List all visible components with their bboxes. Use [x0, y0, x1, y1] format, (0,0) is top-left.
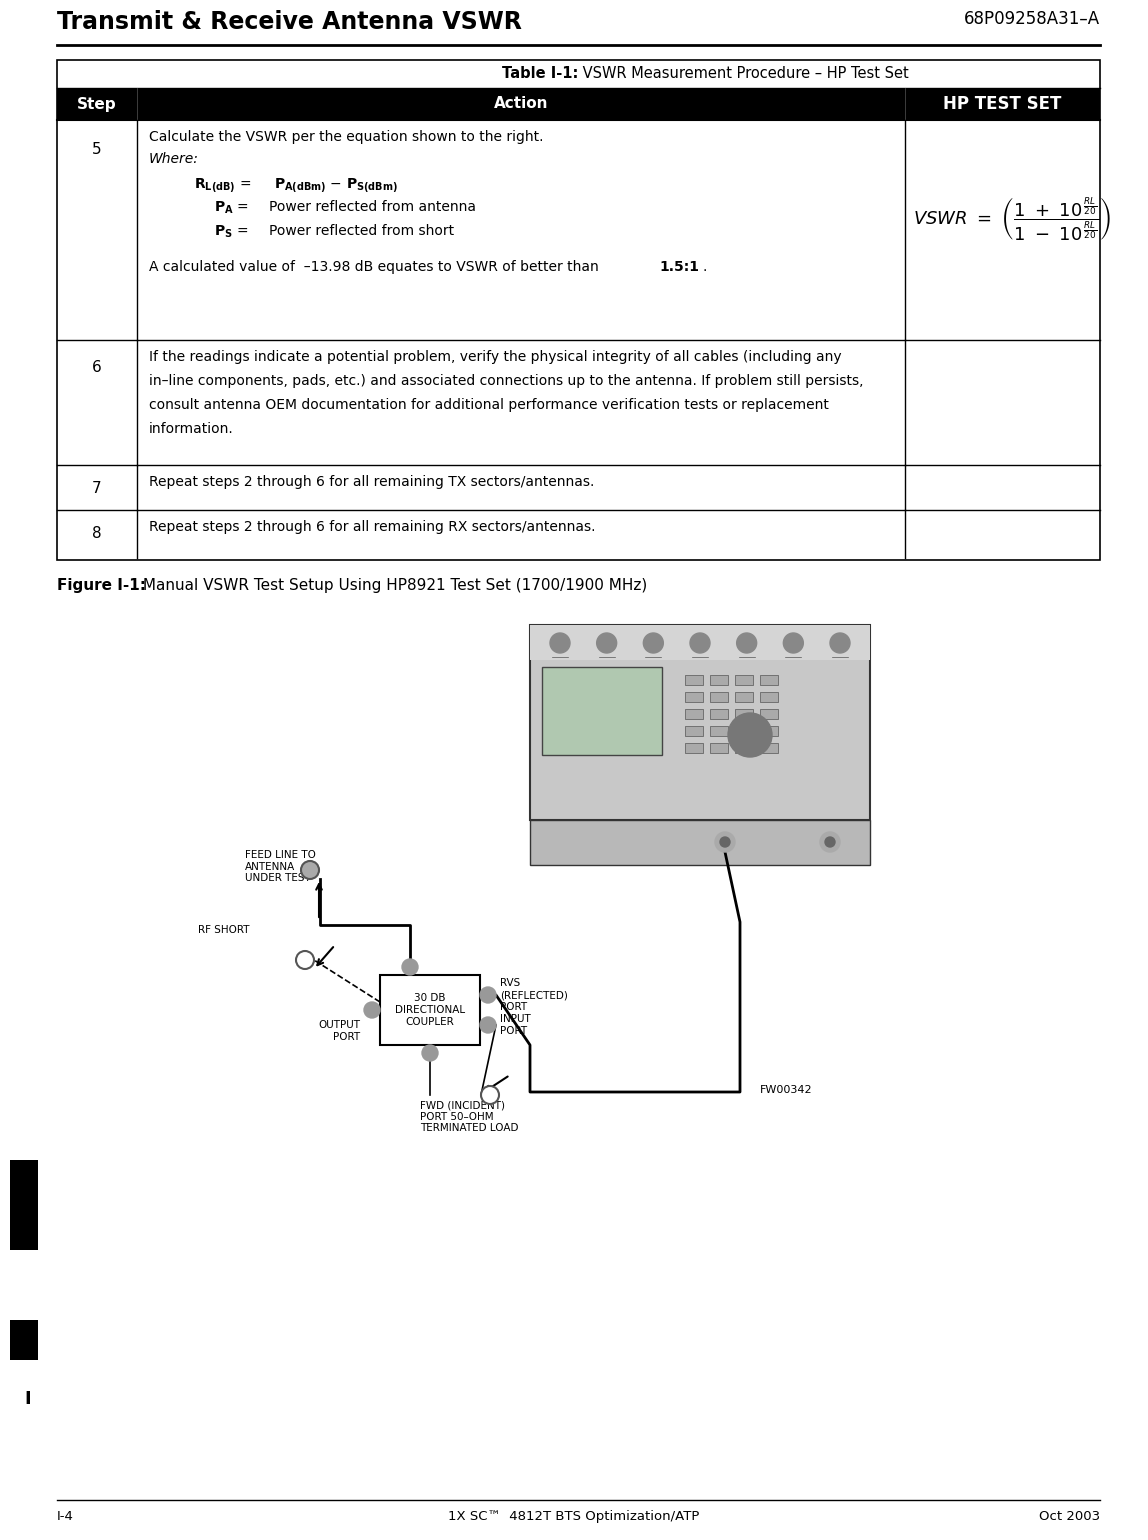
Text: VSWR Measurement Procedure – HP Test Set: VSWR Measurement Procedure – HP Test Set: [579, 66, 909, 82]
Circle shape: [737, 633, 757, 653]
Circle shape: [481, 1086, 499, 1104]
Bar: [709, 725, 728, 736]
Text: OUTPUT
PORT: OUTPUT PORT: [318, 1019, 360, 1041]
Bar: [685, 725, 703, 736]
Circle shape: [480, 1016, 496, 1033]
Bar: [380, 975, 480, 1046]
Text: Calculate the VSWR per the equation shown to the right.: Calculate the VSWR per the equation show…: [149, 129, 543, 145]
Text: A calculated value of  –13.98 dB equates to VSWR of better than: A calculated value of –13.98 dB equates …: [149, 260, 603, 274]
Text: 1X SC™  4812T BTS Optimization/ATP: 1X SC™ 4812T BTS Optimization/ATP: [449, 1511, 699, 1523]
Circle shape: [643, 633, 664, 653]
Text: INPUT
PORT: INPUT PORT: [501, 1015, 530, 1036]
Bar: [685, 742, 703, 753]
Bar: [685, 675, 703, 685]
Bar: [530, 625, 870, 819]
Circle shape: [690, 633, 709, 653]
Text: Repeat steps 2 through 6 for all remaining TX sectors/antennas.: Repeat steps 2 through 6 for all remaini…: [149, 474, 595, 490]
Bar: [760, 725, 778, 736]
Text: in–line components, pads, etc.) and associated connections up to the antenna. If: in–line components, pads, etc.) and asso…: [149, 374, 863, 388]
Bar: [137, 88, 905, 120]
Text: Power reflected from short: Power reflected from short: [269, 223, 455, 239]
Circle shape: [715, 832, 735, 852]
Text: Step: Step: [77, 97, 117, 111]
Text: 8: 8: [92, 527, 102, 541]
Bar: [760, 708, 778, 719]
Text: RF
IN/OUT
PORT: RF IN/OUT PORT: [707, 830, 743, 864]
Bar: [57, 60, 1100, 561]
Text: Oct 2003: Oct 2003: [1039, 1511, 1100, 1523]
Text: Transmit & Receive Antenna VSWR: Transmit & Receive Antenna VSWR: [57, 9, 522, 34]
Bar: [735, 725, 753, 736]
Text: RVS
(REFLECTED)
PORT: RVS (REFLECTED) PORT: [501, 978, 568, 1012]
Text: Manual VSWR Test Setup Using HP8921 Test Set (1700/1900 MHz): Manual VSWR Test Setup Using HP8921 Test…: [138, 578, 647, 593]
Text: HP TEST SET: HP TEST SET: [944, 95, 1062, 112]
Text: $\mathbf{P_A}$ =: $\mathbf{P_A}$ =: [214, 200, 249, 217]
Bar: [685, 708, 703, 719]
Text: 1.5:1: 1.5:1: [659, 260, 699, 274]
Text: Repeat steps 2 through 6 for all remaining RX sectors/antennas.: Repeat steps 2 through 6 for all remaini…: [149, 521, 596, 534]
Bar: [530, 625, 870, 661]
Bar: [905, 88, 1100, 120]
Text: If the readings indicate a potential problem, verify the physical integrity of a: If the readings indicate a potential pro…: [149, 350, 841, 363]
Bar: [685, 691, 703, 702]
Circle shape: [783, 633, 804, 653]
Text: I: I: [25, 1391, 31, 1408]
Circle shape: [820, 832, 840, 852]
Text: consult antenna OEM documentation for additional performance verification tests : consult antenna OEM documentation for ad…: [149, 397, 829, 413]
Bar: [10, 1160, 38, 1250]
Bar: [709, 675, 728, 685]
Text: $\mathbf{R_{L(dB)}}$ =: $\mathbf{R_{L(dB)}}$ =: [194, 176, 251, 196]
Text: FWD (INCIDENT)
PORT 50–OHM
TERMINATED LOAD: FWD (INCIDENT) PORT 50–OHM TERMINATED LO…: [420, 1100, 519, 1133]
Bar: [709, 691, 728, 702]
Circle shape: [364, 1003, 380, 1018]
Text: 6: 6: [92, 360, 102, 376]
Bar: [735, 675, 753, 685]
Circle shape: [550, 633, 571, 653]
Text: Figure I-1:: Figure I-1:: [57, 578, 146, 593]
Bar: [709, 708, 728, 719]
Text: Where:: Where:: [149, 152, 199, 166]
Text: RF SHORT: RF SHORT: [199, 926, 250, 935]
Bar: [735, 708, 753, 719]
Circle shape: [830, 633, 850, 653]
Text: information.: information.: [149, 422, 234, 436]
Text: $\mathit{VSWR}\ =\ \left(\dfrac{1\ +\ 10^{\,\frac{RL}{20}}}{1\ -\ 10^{\,\frac{RL: $\mathit{VSWR}\ =\ \left(\dfrac{1\ +\ 10…: [913, 196, 1111, 245]
Circle shape: [728, 713, 771, 758]
Text: 30 DB
DIRECTIONAL
COUPLER: 30 DB DIRECTIONAL COUPLER: [395, 993, 465, 1027]
Circle shape: [296, 952, 315, 969]
Bar: [760, 742, 778, 753]
Text: 5: 5: [92, 142, 102, 157]
Circle shape: [480, 987, 496, 1003]
Bar: [10, 1320, 38, 1360]
Text: Table I-1:: Table I-1:: [502, 66, 579, 82]
Bar: [760, 691, 778, 702]
Bar: [709, 742, 728, 753]
Bar: [57, 88, 137, 120]
Bar: [542, 667, 662, 755]
Bar: [735, 742, 753, 753]
Circle shape: [597, 633, 616, 653]
Circle shape: [402, 959, 418, 975]
Text: Power reflected from antenna: Power reflected from antenna: [269, 200, 476, 214]
Text: FW00342: FW00342: [760, 1086, 813, 1095]
Text: I-4: I-4: [57, 1511, 73, 1523]
Text: $\mathbf{P_S}$ =: $\mathbf{P_S}$ =: [214, 223, 248, 240]
Bar: [530, 819, 870, 865]
Text: $\mathbf{P_{A(dBm)}}$ $-$ $\mathbf{P_{S(dBm)}}$: $\mathbf{P_{A(dBm)}}$ $-$ $\mathbf{P_{S(…: [274, 176, 398, 196]
Text: 68P09258A31–A: 68P09258A31–A: [964, 9, 1100, 28]
Text: .: .: [701, 260, 706, 274]
Text: 7: 7: [92, 480, 102, 496]
Text: FEED LINE TO
ANTENNA
UNDER TEST: FEED LINE TO ANTENNA UNDER TEST: [245, 850, 316, 884]
Circle shape: [301, 861, 319, 879]
Circle shape: [422, 1046, 439, 1061]
Bar: [760, 675, 778, 685]
Circle shape: [720, 838, 730, 847]
Text: Action: Action: [494, 97, 549, 111]
Text: RF OUT
ONLY
PORT: RF OUT ONLY PORT: [810, 830, 850, 864]
Bar: [735, 691, 753, 702]
Circle shape: [825, 838, 835, 847]
